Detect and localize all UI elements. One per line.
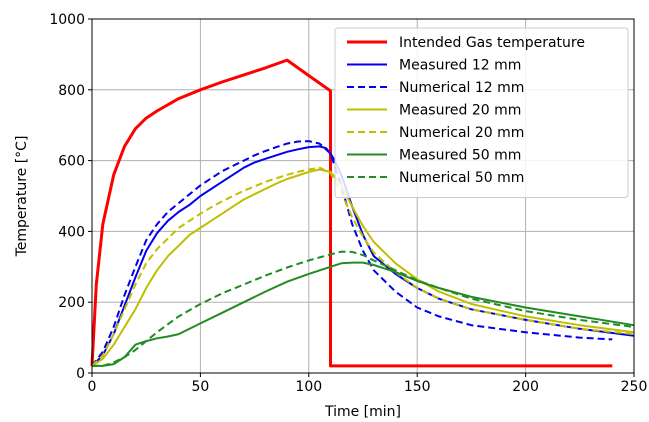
legend: Intended Gas temperature Measured 12 mm Nu… bbox=[334, 27, 629, 198]
legend-label: Measured 20 mm bbox=[399, 103, 521, 119]
y-tick-label: 400 bbox=[58, 224, 85, 240]
y-axis-label: Temperature [°C] bbox=[14, 136, 30, 258]
y-tick-label: 0 bbox=[76, 366, 85, 382]
legend-label: Measured 50 mm bbox=[399, 148, 521, 164]
series-line-4 bbox=[91, 168, 635, 367]
legend-label: Numerical 20 mm bbox=[399, 125, 524, 141]
y-tick-label: 1000 bbox=[49, 12, 85, 28]
y-tick-label: 800 bbox=[58, 83, 85, 99]
series-layer bbox=[90, 58, 635, 368]
legend-label: Intended Gas temperature bbox=[399, 35, 585, 51]
x-tick-label: 250 bbox=[621, 379, 648, 395]
series-line-5 bbox=[91, 166, 635, 367]
y-tick-label: 600 bbox=[58, 154, 85, 170]
y-tick-label: 200 bbox=[58, 295, 85, 311]
series-line-6 bbox=[92, 261, 635, 367]
ticks: 0 50 100 150 200 250 0 200 400 600 800 1000 bbox=[49, 12, 647, 395]
x-tick-label: 200 bbox=[512, 379, 539, 395]
plot-frame bbox=[91, 18, 635, 374]
legend-label: Measured 12 mm bbox=[399, 58, 521, 74]
x-axis-label: Time [min] bbox=[324, 404, 401, 420]
legend-box bbox=[334, 27, 629, 198]
x-tick-label: 50 bbox=[191, 379, 209, 395]
series-line-7 bbox=[92, 250, 635, 367]
legend-label: Numerical 50 mm bbox=[399, 170, 524, 186]
x-tick-label: 150 bbox=[404, 379, 431, 395]
x-tick-label: 0 bbox=[88, 379, 97, 395]
series-line-2 bbox=[91, 145, 635, 367]
x-tick-label: 100 bbox=[295, 379, 322, 395]
legend-label: Numerical 12 mm bbox=[399, 80, 524, 96]
series-line-1 bbox=[90, 58, 613, 368]
series-line-3 bbox=[91, 140, 613, 367]
